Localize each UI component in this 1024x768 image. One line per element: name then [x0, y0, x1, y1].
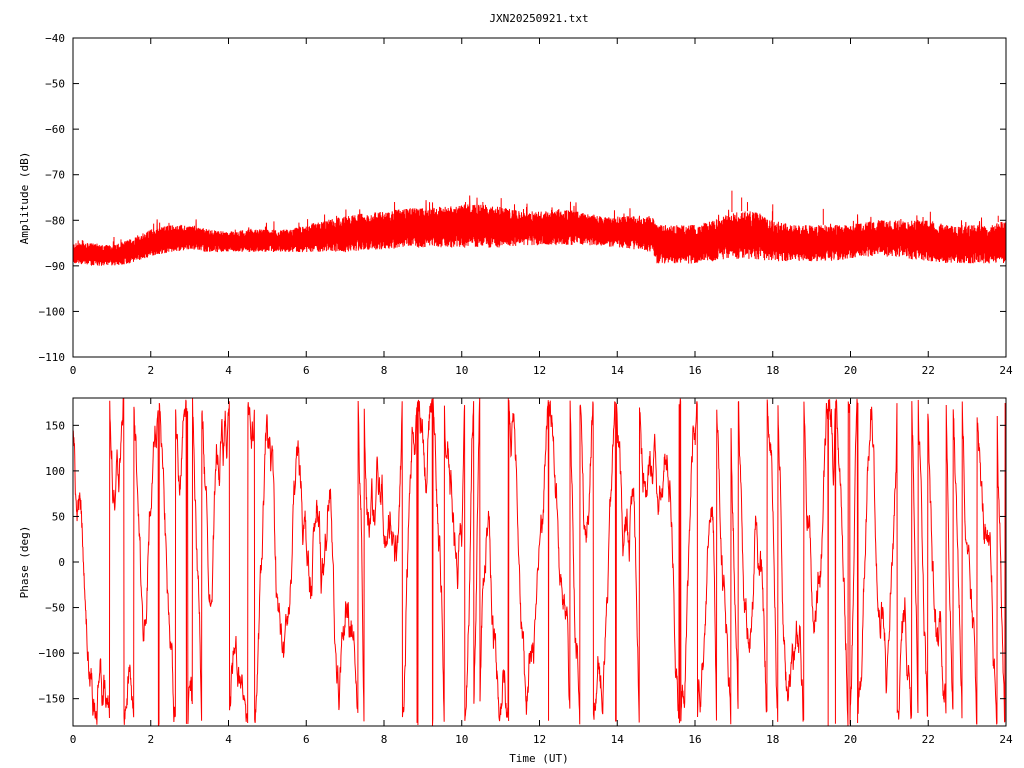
- chart-title: JXN20250921.txt: [489, 12, 588, 25]
- amplitude-y-tick-label: −40: [45, 32, 65, 45]
- phase-x-tick-label: 20: [844, 733, 857, 746]
- phase-y-tick-label: 50: [52, 510, 65, 523]
- amplitude-x-tick-label: 4: [225, 364, 232, 377]
- phase-x-tick-label: 24: [999, 733, 1013, 746]
- phase-series-line: [73, 398, 1006, 726]
- phase-x-tick-label: 4: [225, 733, 232, 746]
- phase-y-tick-label: −100: [39, 647, 66, 660]
- amplitude-x-tick-label: 12: [533, 364, 546, 377]
- phase-y-tick-label: 0: [58, 556, 65, 569]
- amplitude-y-tick-label: −70: [45, 169, 65, 182]
- phase-y-axis-label: Phase (deg): [18, 526, 31, 599]
- phase-series: [73, 398, 1006, 726]
- phase-y-tick-label: −150: [39, 693, 66, 706]
- amplitude-y-axis-label: Amplitude (dB): [18, 152, 31, 245]
- amplitude-x-tick-label: 0: [70, 364, 77, 377]
- phase-x-tick-label: 10: [455, 733, 468, 746]
- amplitude-series: [72, 190, 1007, 266]
- phase-panel: 0 2 4 6 8 10 12 14 16 18 20 22 24 −150−100−500501001…: [18, 397, 1013, 765]
- phase-x-tick-label: 22: [922, 733, 935, 746]
- amplitude-y-tick-label: −100: [39, 305, 66, 318]
- amplitude-series-line: [72, 195, 1007, 266]
- phase-x-tick-label: 18: [766, 733, 779, 746]
- amplitude-x-tick-label: 22: [922, 364, 935, 377]
- amplitude-y-tick-label: −110: [39, 351, 66, 364]
- amplitude-x-tick-label: 18: [766, 364, 779, 377]
- phase-x-tick-label: 6: [303, 733, 310, 746]
- amplitude-x-tick-label: 24: [999, 364, 1013, 377]
- amplitude-y-tick-label: −50: [45, 78, 65, 91]
- phase-x-tick-label: 8: [381, 733, 388, 746]
- phase-y-tick-label: 100: [45, 465, 65, 478]
- amplitude-plot-frame: [72, 37, 1007, 358]
- phase-y-axis: −150 −100 −50 0 50 100 150: [39, 419, 1006, 706]
- amplitude-x-axis: 0 2 4 6 8 10 12 14 16 18 20 22 24: [70, 38, 1013, 377]
- amplitude-y-tick-label: −80: [45, 214, 65, 227]
- amplitude-y-tick-label: −60: [45, 123, 65, 136]
- amplitude-x-tick-label: 20: [844, 364, 857, 377]
- amplitude-panel: 0 2 4 6 8 10 12 14 16 18 20 22 24 −110−100−90−80−70−…: [18, 32, 1013, 377]
- phase-y-tick-label: −50: [45, 602, 65, 615]
- phase-x-tick-label: 14: [611, 733, 625, 746]
- amplitude-x-tick-label: 2: [147, 364, 154, 377]
- amplitude-x-tick-label: 10: [455, 364, 468, 377]
- amplitude-x-tick-label: 6: [303, 364, 310, 377]
- phase-y-tick-label: 150: [45, 419, 65, 432]
- amplitude-y-tick-label: −90: [45, 260, 65, 273]
- amplitude-x-tick-label: 8: [381, 364, 388, 377]
- phase-x-tick-label: 0: [70, 733, 77, 746]
- phase-x-axis-label: Time (UT): [509, 752, 569, 765]
- phase-x-tick-label: 2: [147, 733, 154, 746]
- amplitude-x-tick-label: 14: [611, 364, 625, 377]
- phase-x-tick-label: 16: [688, 733, 701, 746]
- phase-x-axis: 0 2 4 6 8 10 12 14 16 18 20 22 24: [70, 398, 1013, 746]
- amplitude-y-axis: −110 −100 −90 −80 −70 −60 −50 −40: [39, 32, 1006, 364]
- phase-x-tick-label: 12: [533, 733, 546, 746]
- amplitude-x-tick-label: 16: [688, 364, 701, 377]
